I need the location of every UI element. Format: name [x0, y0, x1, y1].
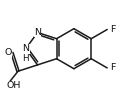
Text: F: F: [110, 25, 116, 34]
Text: H: H: [22, 54, 29, 63]
Text: N: N: [34, 28, 41, 37]
Text: OH: OH: [6, 81, 21, 90]
Text: O: O: [5, 48, 12, 57]
Text: F: F: [110, 63, 116, 72]
Text: N: N: [22, 44, 29, 53]
